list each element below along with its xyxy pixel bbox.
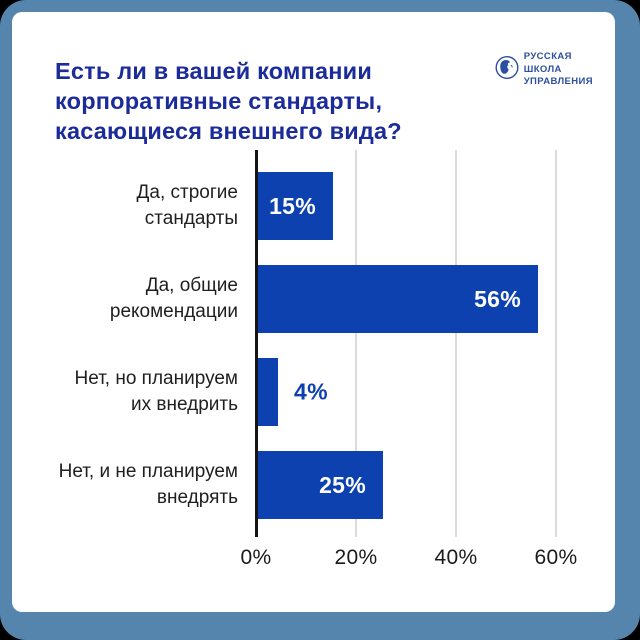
value-label: 25% bbox=[319, 471, 366, 498]
bar: 56% bbox=[258, 265, 538, 333]
page-title: Есть ли в вашей компании корпоративные с… bbox=[55, 58, 402, 144]
logo-emblem-icon bbox=[495, 55, 519, 85]
x-axis-ticks: 0% 20% 40% 60% bbox=[12, 546, 615, 576]
infographic-card: Есть ли в вашей компании корпоративные с… bbox=[12, 12, 615, 612]
x-tick-label: 0% bbox=[240, 546, 272, 569]
value-label: 4% bbox=[294, 378, 328, 405]
bar-row: Нет, но планируем их внедрить 4% bbox=[12, 358, 615, 426]
bar-zone: 4% bbox=[258, 358, 615, 426]
x-tick-label: 60% bbox=[534, 546, 578, 569]
category-label: Нет, и не планируем внедрять bbox=[58, 461, 238, 508]
logo-text: РУССКАЯ ШКОЛА УПРАВЛЕНИЯ bbox=[523, 51, 593, 87]
bar-row: Да, общие рекомендации 56% bbox=[12, 265, 615, 333]
bar-row: Да, строгие стандарты 15% bbox=[12, 172, 615, 240]
value-label: 15% bbox=[269, 192, 316, 219]
category-label: Да, общие рекомендации bbox=[109, 275, 238, 322]
bar-chart: Да, строгие стандарты 15% Да, общие рекоме… bbox=[12, 150, 615, 569]
bar-zone: 56% bbox=[258, 265, 615, 333]
chart-rows: Да, строгие стандарты 15% Да, общие рекоме… bbox=[12, 150, 615, 537]
y-axis-line bbox=[254, 150, 258, 537]
x-tick-label: 40% bbox=[434, 546, 478, 569]
x-tick-label: 20% bbox=[334, 546, 378, 569]
bar: 15% bbox=[258, 172, 333, 240]
gridline bbox=[555, 150, 557, 537]
value-label: 56% bbox=[474, 285, 521, 312]
category-label: Да, строгие стандарты bbox=[136, 182, 238, 229]
bar bbox=[258, 358, 278, 426]
bar-zone: 25% bbox=[258, 451, 615, 519]
gridline bbox=[355, 150, 357, 537]
bar-row: Нет, и не планируем внедрять 25% bbox=[12, 451, 615, 519]
bar: 25% bbox=[258, 451, 383, 519]
gridline bbox=[455, 150, 457, 537]
category-label: Нет, но планируем их внедрить bbox=[74, 368, 238, 415]
company-logo: РУССКАЯ ШКОЛА УПРАВЛЕНИЯ bbox=[495, 51, 593, 89]
bar-zone: 15% bbox=[258, 172, 615, 240]
